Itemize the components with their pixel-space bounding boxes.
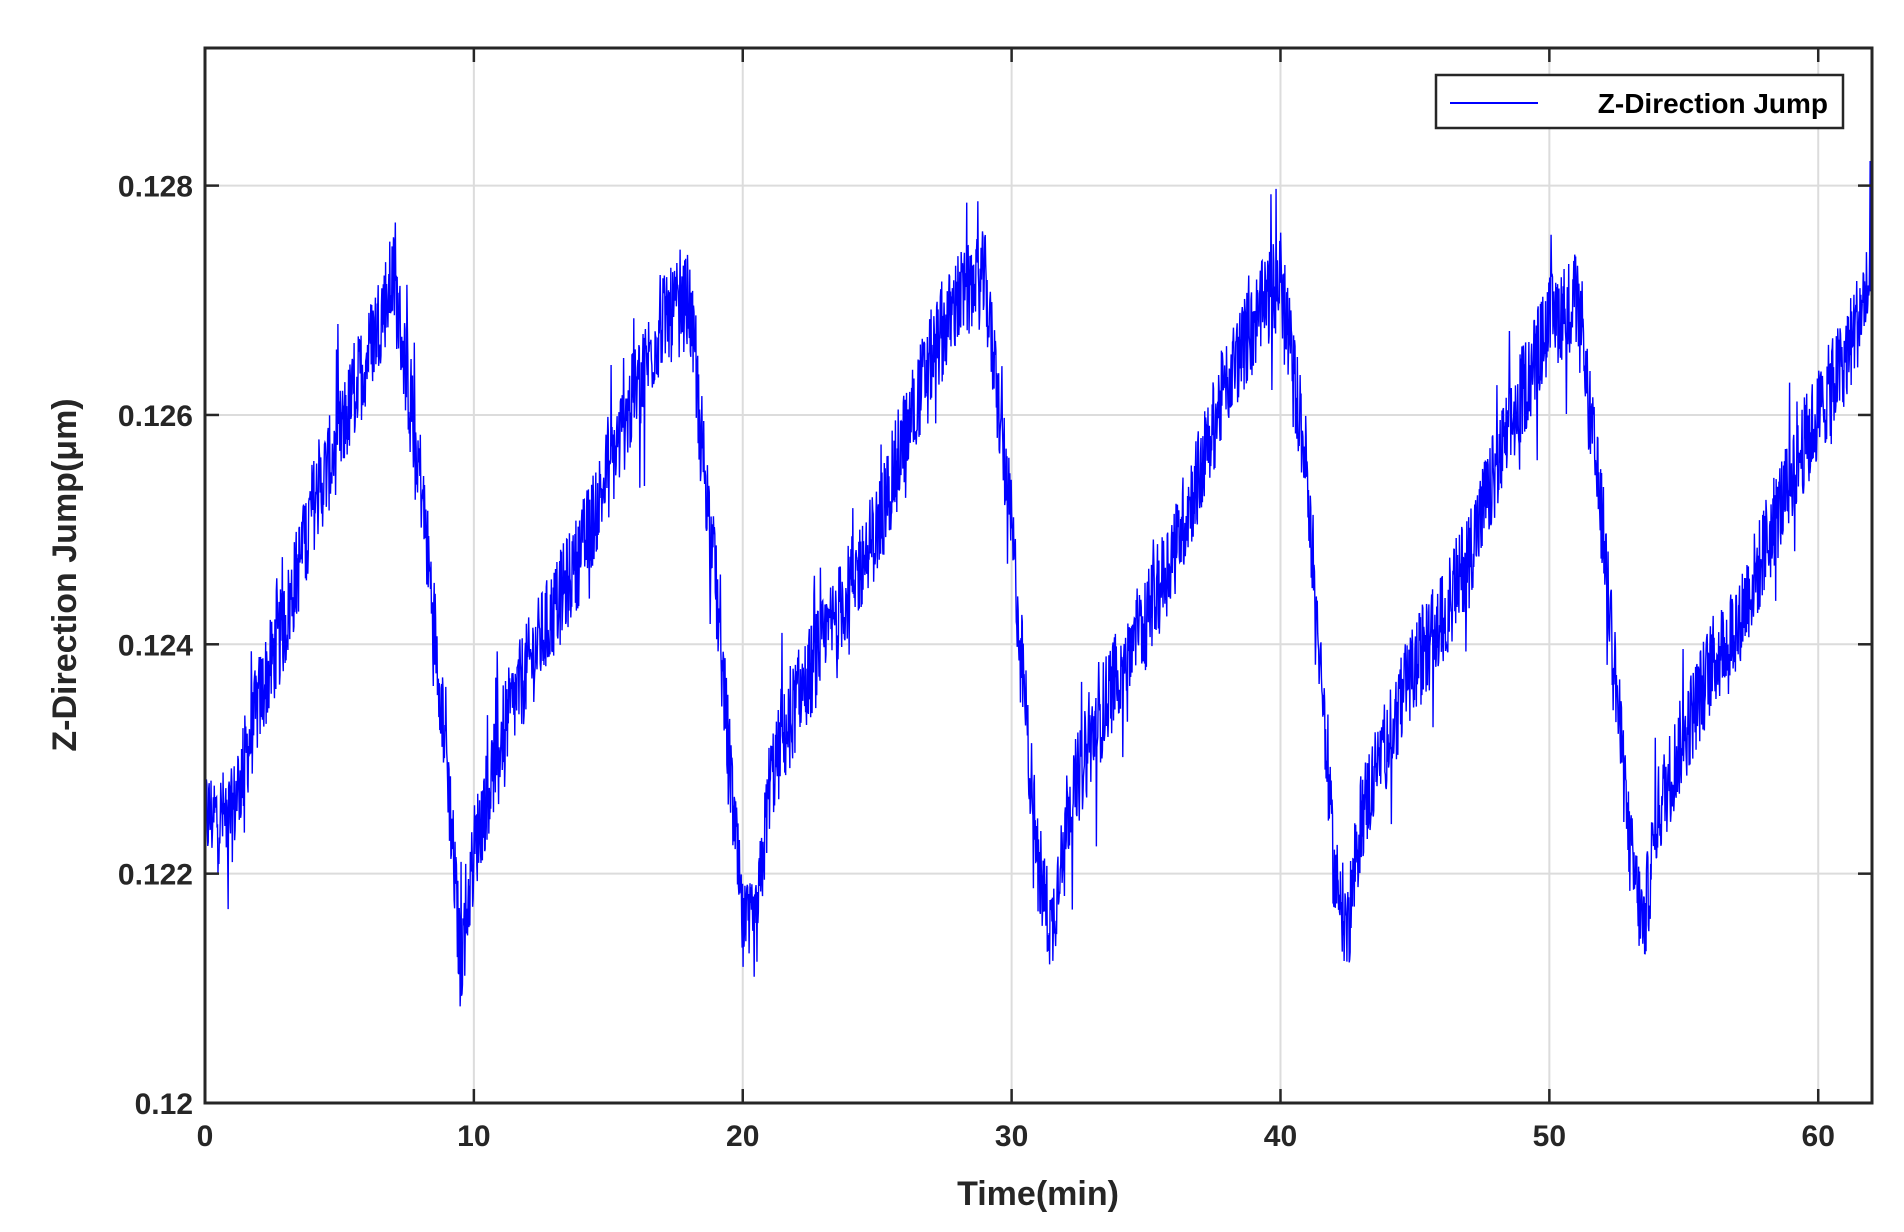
- x-tick-label: 20: [726, 1120, 759, 1153]
- axes: [203, 46, 1874, 1105]
- x-tick-label: 40: [1264, 1120, 1297, 1153]
- y-tick-label: 0.126: [118, 400, 193, 433]
- x-tick-label: 60: [1802, 1120, 1835, 1153]
- tick-labels: 0 10 20 30 40 50 60 0.12 0.122 0.124 0.126 0.128: [118, 171, 1835, 1153]
- x-axis-label: Time(min): [957, 1175, 1119, 1213]
- y-axis-label: Z-Direction Jump(μm): [46, 398, 84, 751]
- y-tick-label: 0.124: [118, 629, 193, 662]
- x-tick-label: 10: [457, 1120, 490, 1153]
- series-layer: [205, 161, 1872, 1007]
- plot-background: [205, 48, 1872, 1103]
- x-tick-label: 50: [1533, 1120, 1566, 1153]
- y-tick-label: 0.12: [135, 1088, 193, 1121]
- legend-box: [1434, 73, 1845, 130]
- y-tick-label: 0.122: [118, 859, 193, 892]
- plot-frame: [203, 46, 1874, 1105]
- legend-entry-label: Z-Direction Jump: [1598, 88, 1828, 119]
- series-line-z-direction-jump: [205, 161, 1872, 1007]
- ticks: [203, 48, 1872, 1105]
- x-tick-label: 0: [197, 1120, 214, 1153]
- legend: Z-Direction Jump: [1434, 73, 1845, 130]
- x-tick-label: 30: [995, 1120, 1028, 1153]
- y-tick-label: 0.128: [118, 171, 193, 204]
